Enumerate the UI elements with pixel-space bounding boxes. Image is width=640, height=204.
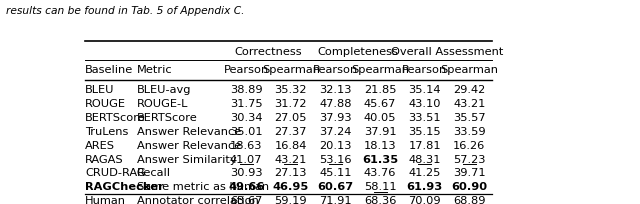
Text: Completeness: Completeness	[317, 47, 398, 57]
Text: TruLens: TruLens	[85, 127, 129, 137]
Text: RAGChecker: RAGChecker	[85, 182, 164, 192]
Text: 60.90: 60.90	[451, 182, 488, 192]
Text: 37.93: 37.93	[319, 113, 352, 123]
Text: 16.26: 16.26	[453, 141, 486, 151]
Text: 71.91: 71.91	[319, 196, 352, 204]
Text: 30.93: 30.93	[230, 168, 262, 178]
Text: 40.05: 40.05	[364, 113, 396, 123]
Text: 63.67: 63.67	[230, 196, 262, 204]
Text: Answer Relevance: Answer Relevance	[137, 141, 241, 151]
Text: BLEU: BLEU	[85, 85, 115, 95]
Text: ARES: ARES	[85, 141, 115, 151]
Text: Pearson: Pearson	[313, 65, 358, 75]
Text: 68.89: 68.89	[453, 196, 486, 204]
Text: 27.13: 27.13	[275, 168, 307, 178]
Text: BLEU-avg: BLEU-avg	[137, 85, 191, 95]
Text: 35.01: 35.01	[230, 127, 262, 137]
Text: Spearman: Spearman	[351, 65, 409, 75]
Text: BERTScore: BERTScore	[137, 113, 198, 123]
Text: BERTScore: BERTScore	[85, 113, 146, 123]
Text: 31.75: 31.75	[230, 99, 262, 109]
Text: 43.10: 43.10	[408, 99, 441, 109]
Text: ROUGE-L: ROUGE-L	[137, 99, 188, 109]
Text: 29.42: 29.42	[453, 85, 486, 95]
Text: 27.05: 27.05	[275, 113, 307, 123]
Text: 16.84: 16.84	[275, 141, 307, 151]
Text: 32.13: 32.13	[319, 85, 352, 95]
Text: 18.63: 18.63	[230, 141, 262, 151]
Text: Annotator correlation: Annotator correlation	[137, 196, 259, 204]
Text: 45.67: 45.67	[364, 99, 396, 109]
Text: Overall Assessment: Overall Assessment	[391, 47, 503, 57]
Text: CRUD-RAG: CRUD-RAG	[85, 168, 145, 178]
Text: Answer Similarity: Answer Similarity	[137, 155, 237, 165]
Text: 43.21: 43.21	[275, 155, 307, 165]
Text: 35.57: 35.57	[453, 113, 486, 123]
Text: 61.35: 61.35	[362, 155, 398, 165]
Text: 47.88: 47.88	[319, 99, 352, 109]
Text: 31.72: 31.72	[275, 99, 307, 109]
Text: 68.36: 68.36	[364, 196, 396, 204]
Text: 21.85: 21.85	[364, 85, 396, 95]
Text: Metric: Metric	[137, 65, 173, 75]
Text: 35.32: 35.32	[275, 85, 307, 95]
Text: Human: Human	[85, 196, 126, 204]
Text: RAGAS: RAGAS	[85, 155, 124, 165]
Text: 27.37: 27.37	[275, 127, 307, 137]
Text: results can be found in Tab. 5 of Appendix C.: results can be found in Tab. 5 of Append…	[6, 6, 245, 16]
Text: Same metric as human: Same metric as human	[137, 182, 269, 192]
Text: 33.59: 33.59	[453, 127, 486, 137]
Text: 35.15: 35.15	[408, 127, 441, 137]
Text: Baseline: Baseline	[85, 65, 133, 75]
Text: 53.16: 53.16	[319, 155, 352, 165]
Text: Recall: Recall	[137, 168, 171, 178]
Text: Correctness: Correctness	[235, 47, 302, 57]
Text: ROUGE: ROUGE	[85, 99, 126, 109]
Text: 60.67: 60.67	[317, 182, 353, 192]
Text: Answer Relevance: Answer Relevance	[137, 127, 241, 137]
Text: 17.81: 17.81	[408, 141, 441, 151]
Text: 43.76: 43.76	[364, 168, 396, 178]
Text: 39.71: 39.71	[453, 168, 486, 178]
Text: 57.23: 57.23	[453, 155, 486, 165]
Text: 70.09: 70.09	[408, 196, 441, 204]
Text: 48.31: 48.31	[408, 155, 441, 165]
Text: 30.34: 30.34	[230, 113, 262, 123]
Text: 59.19: 59.19	[275, 196, 307, 204]
Text: 41.25: 41.25	[408, 168, 441, 178]
Text: 45.11: 45.11	[319, 168, 352, 178]
Text: 18.13: 18.13	[364, 141, 396, 151]
Text: Spearman: Spearman	[440, 65, 499, 75]
Text: Pearson: Pearson	[402, 65, 447, 75]
Text: 35.14: 35.14	[408, 85, 441, 95]
Text: 20.13: 20.13	[319, 141, 352, 151]
Text: Spearman: Spearman	[262, 65, 320, 75]
Text: 37.91: 37.91	[364, 127, 396, 137]
Text: 58.11: 58.11	[364, 182, 396, 192]
Text: 37.24: 37.24	[319, 127, 351, 137]
Text: Pearson: Pearson	[223, 65, 269, 75]
Text: 33.51: 33.51	[408, 113, 441, 123]
Text: 61.93: 61.93	[406, 182, 443, 192]
Text: 46.95: 46.95	[273, 182, 309, 192]
Text: 41.07: 41.07	[230, 155, 262, 165]
Text: 49.66: 49.66	[228, 182, 264, 192]
Text: 38.89: 38.89	[230, 85, 262, 95]
Text: 43.21: 43.21	[453, 99, 486, 109]
